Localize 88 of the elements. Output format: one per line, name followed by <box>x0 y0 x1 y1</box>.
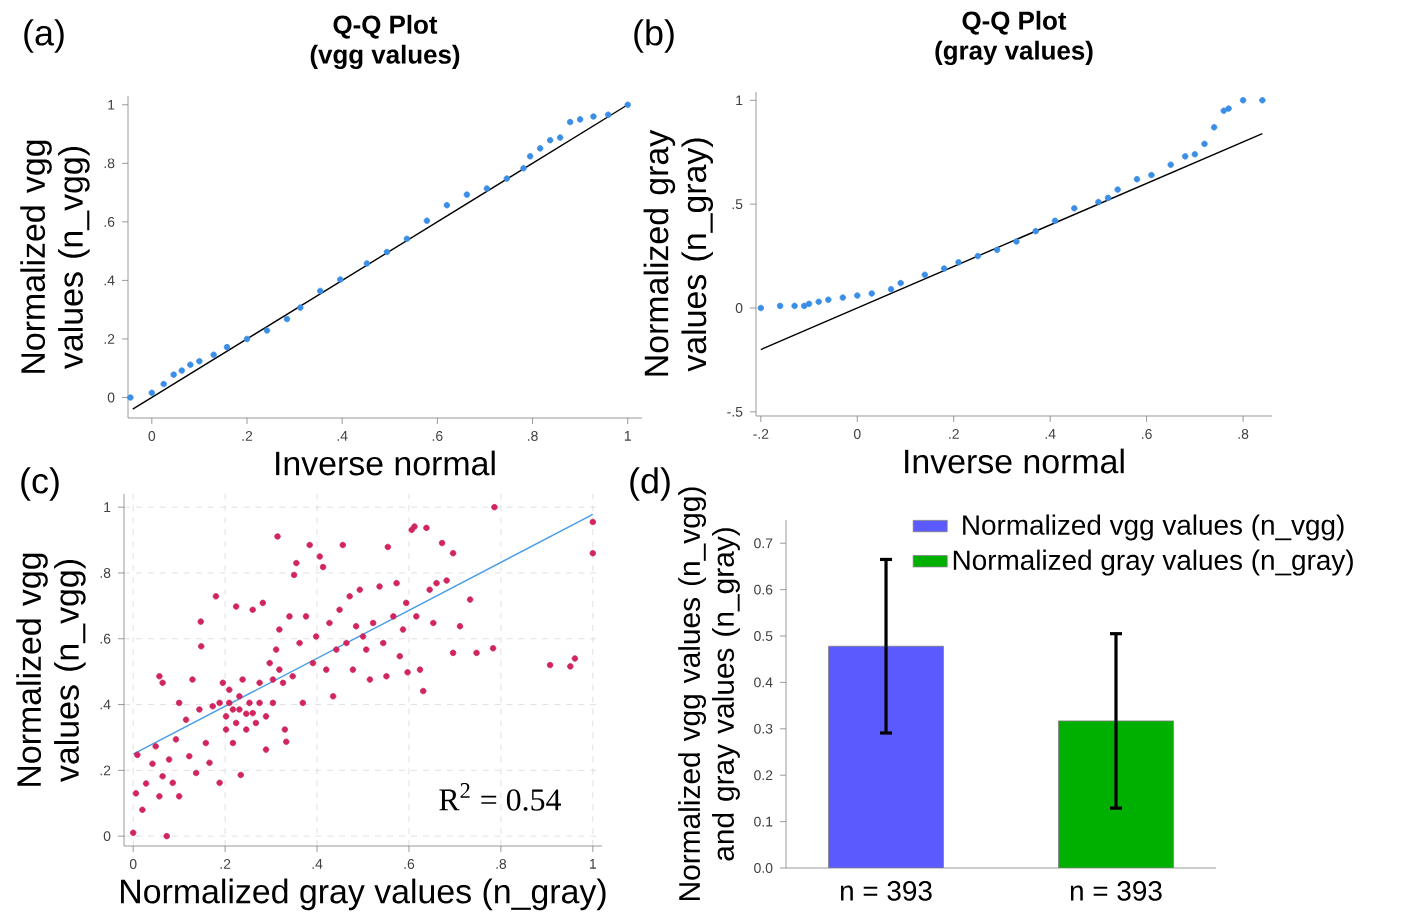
point <box>160 380 167 388</box>
chart-title: Q-Q Plot <box>962 10 1067 35</box>
point <box>566 118 574 126</box>
x-axis-title: Normalized gray values (n_gray) <box>121 878 606 911</box>
point <box>210 351 217 358</box>
point <box>801 302 808 310</box>
text: (c) <box>21 467 59 501</box>
point <box>605 111 612 118</box>
point <box>854 292 861 299</box>
point <box>383 248 391 256</box>
point <box>757 304 765 312</box>
point <box>317 287 324 295</box>
point <box>955 259 962 266</box>
point <box>1032 227 1039 235</box>
point <box>526 153 534 160</box>
point <box>1201 140 1208 148</box>
point <box>1013 238 1020 245</box>
point <box>483 185 491 192</box>
y-axis-title: Normalized vgg values (n_vgg) and gray values (n_gray) <box>678 487 740 901</box>
point <box>403 235 411 243</box>
point <box>187 361 194 368</box>
legend-label: Normalized gray values (n_gray) <box>953 549 1353 576</box>
point <box>1210 124 1218 131</box>
point <box>815 298 822 305</box>
point <box>624 101 631 108</box>
point <box>148 389 155 397</box>
y-axis-title: Normalized vgg values (n_vgg) <box>16 553 86 786</box>
point <box>178 367 185 374</box>
point <box>1220 107 1227 114</box>
point <box>1051 217 1059 224</box>
annotation: R$^{2}$ = 0.54 <box>439 783 561 811</box>
point <box>1133 176 1141 183</box>
point <box>127 394 134 401</box>
point <box>223 343 231 351</box>
point <box>590 113 597 120</box>
point <box>1259 97 1266 104</box>
point <box>536 145 544 152</box>
point <box>1104 194 1112 202</box>
point <box>576 116 584 123</box>
point <box>1239 97 1247 104</box>
point <box>887 286 895 293</box>
chart-title: Q-Q Plot <box>333 14 438 39</box>
point <box>170 371 177 378</box>
point <box>921 271 928 278</box>
point <box>1182 153 1189 160</box>
text: (a) <box>24 19 64 53</box>
point <box>897 279 904 287</box>
point <box>337 276 344 283</box>
point <box>805 300 813 308</box>
point <box>263 327 271 334</box>
point <box>868 290 875 297</box>
point <box>791 302 798 310</box>
point <box>1148 171 1155 179</box>
chart-subtitle: (vgg values) <box>310 44 460 70</box>
point <box>463 191 471 198</box>
point <box>839 294 847 301</box>
legend-label: Normalized vgg values (n_vgg) <box>963 514 1344 541</box>
point <box>1167 161 1174 168</box>
x-axis-title: Inverse normal <box>276 450 495 476</box>
point <box>196 358 203 365</box>
point <box>503 175 511 182</box>
point <box>974 252 982 260</box>
x-axis-title: Inverse normal <box>905 448 1124 474</box>
point <box>825 296 832 303</box>
point <box>297 304 304 311</box>
point <box>993 246 1001 254</box>
point <box>520 165 527 172</box>
chart-subtitle: (gray values) <box>935 40 1093 66</box>
point <box>1114 186 1121 193</box>
point <box>423 217 431 224</box>
y-axis-title: Normalized gray values (n_gray) <box>643 129 714 376</box>
point <box>283 315 291 323</box>
point <box>556 134 564 141</box>
point <box>940 265 948 272</box>
point <box>243 335 251 343</box>
point <box>776 302 784 310</box>
point <box>363 260 371 267</box>
text: (b) <box>634 19 674 53</box>
point <box>1095 198 1102 206</box>
point <box>1191 151 1199 158</box>
point <box>546 136 554 144</box>
y-axis-title: Normalized vgg values (n_vgg) <box>20 140 90 373</box>
point <box>1071 205 1078 212</box>
x-tick-label: n = 393 <box>840 881 932 901</box>
point <box>1225 105 1232 112</box>
text: (d) <box>630 467 670 501</box>
point <box>443 201 451 209</box>
x-tick-label: n = 393 <box>1070 881 1162 901</box>
